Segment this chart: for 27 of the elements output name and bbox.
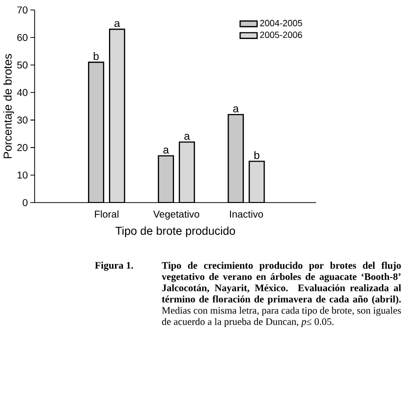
bar xyxy=(88,62,104,202)
legend-label: 2004-2005 xyxy=(260,20,302,26)
y-tick-label: 50 xyxy=(17,61,28,68)
legend-label: 2005-2006 xyxy=(260,32,302,38)
bar xyxy=(178,141,195,202)
bar xyxy=(158,155,174,202)
annotation: a xyxy=(233,106,239,112)
y-axis-title: Porcentaje de brotes xyxy=(3,54,14,158)
annotation: b xyxy=(254,151,260,160)
y-tick-label: 70 xyxy=(17,6,28,14)
x-axis-title: Tipo de brote producido xyxy=(115,226,236,238)
annotation: a xyxy=(184,134,190,140)
y-tick-label: 0 xyxy=(22,198,28,206)
annotation: b xyxy=(94,52,99,60)
bar xyxy=(108,28,126,202)
annotation: a xyxy=(163,148,169,154)
y-tick-label: 60 xyxy=(17,34,28,41)
text: Figura 1. xyxy=(94,262,134,271)
annotation: a xyxy=(114,20,120,27)
y-tick-label: 40 xyxy=(17,88,28,96)
x-tick-label: Vegetativo xyxy=(153,210,200,220)
y-tick-label: 10 xyxy=(18,171,28,178)
x-tick-label: Inactivo xyxy=(230,210,263,218)
y-tick-label: 20 xyxy=(17,144,28,151)
x-tick-label: Floral xyxy=(94,210,118,218)
y-tick-label: 30 xyxy=(17,116,28,124)
text: Tipo de crecimiento producido por brotes del flujo vegetativo de verano en árboles de aguacate ‘Booth-8’ Jalcocotán, Nayarit, México. Evaluación realizada al término de floración de primavera de cada año (abril). Medias con misma letra, para cada tipo de brote, son iguales de acuerdo a la prueba de Duncan, p≤ 0.05. xyxy=(162,262,402,327)
